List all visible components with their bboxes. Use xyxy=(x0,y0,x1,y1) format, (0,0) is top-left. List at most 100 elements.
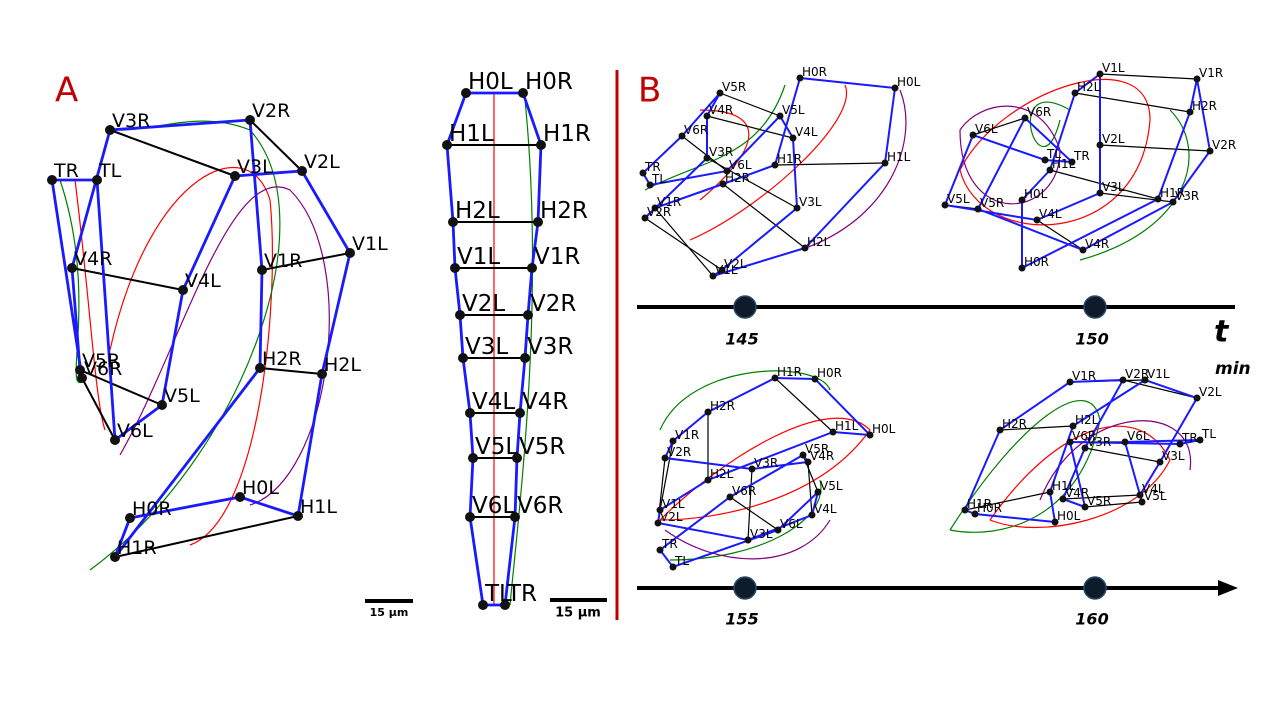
node xyxy=(808,511,816,519)
node xyxy=(941,201,949,209)
node xyxy=(656,506,664,514)
node-label: V3R xyxy=(709,145,733,159)
node-label: H0L xyxy=(897,75,921,89)
pair-link xyxy=(1084,447,1161,463)
node-label: H0R xyxy=(977,501,1002,515)
node xyxy=(639,169,647,177)
node-label: V3L xyxy=(1102,180,1125,194)
node-label: V4R xyxy=(74,248,112,270)
node xyxy=(793,204,801,212)
node xyxy=(654,519,662,527)
node-label: V5R xyxy=(82,350,120,372)
node-label: V5L xyxy=(947,192,970,206)
node-label: H1R xyxy=(117,537,157,559)
node xyxy=(465,512,475,522)
node-label: H2R xyxy=(725,171,750,185)
pair-link xyxy=(729,496,779,531)
scale-label: 15 µm xyxy=(555,606,601,621)
scale-label: 15 µm xyxy=(370,606,409,619)
node-label: V5R xyxy=(1087,494,1111,508)
node xyxy=(771,161,779,169)
node-label: V3L xyxy=(799,195,822,209)
node-label: V2R xyxy=(252,100,290,122)
node-label: H1L xyxy=(300,496,337,518)
node-label: H1R xyxy=(777,365,802,379)
time-label: 155 xyxy=(725,610,758,629)
node xyxy=(669,437,677,445)
node xyxy=(1018,264,1026,272)
node-label: V6L xyxy=(975,122,998,136)
node xyxy=(1141,376,1149,384)
node-label: V1L xyxy=(662,497,685,511)
pair-link xyxy=(706,115,794,139)
node xyxy=(996,426,1004,434)
node xyxy=(67,263,77,273)
node-label: V4R xyxy=(1085,237,1109,251)
node xyxy=(1119,376,1127,384)
node-label: V5L xyxy=(782,103,805,117)
node-label: V5L xyxy=(164,385,200,407)
node-label: V2R xyxy=(1212,138,1236,152)
node xyxy=(345,248,355,258)
node xyxy=(1136,491,1144,499)
node xyxy=(796,74,804,82)
node xyxy=(1069,422,1077,430)
pair-link xyxy=(1099,144,1211,152)
node xyxy=(811,375,819,383)
pair-link xyxy=(79,369,163,406)
node xyxy=(891,84,899,92)
node xyxy=(1156,458,1164,466)
node xyxy=(230,171,240,181)
pair-link xyxy=(807,461,813,516)
node xyxy=(651,204,659,212)
pair-link xyxy=(109,129,236,177)
node xyxy=(678,132,686,140)
node-label: H1L xyxy=(887,150,911,164)
node-label: V1R xyxy=(1072,369,1096,383)
trajectory-curves xyxy=(59,78,1192,606)
node xyxy=(723,167,731,175)
node xyxy=(961,506,969,514)
node xyxy=(500,600,510,610)
node xyxy=(523,310,533,320)
node-label: V2L xyxy=(1102,132,1125,146)
node-label: V6R xyxy=(684,123,708,137)
node-label: H1R xyxy=(777,152,802,166)
node xyxy=(455,310,465,320)
pair-link xyxy=(249,119,303,172)
node xyxy=(829,428,837,436)
outline xyxy=(943,71,1212,270)
node-label: V5R xyxy=(805,442,829,456)
panel-label: A xyxy=(55,71,78,111)
node xyxy=(1096,141,1104,149)
node xyxy=(669,563,677,571)
pair-link xyxy=(722,183,806,249)
node-label: V4R xyxy=(810,449,834,463)
node xyxy=(703,112,711,120)
node-label: V4L xyxy=(472,389,515,415)
node-label: V6R xyxy=(732,484,756,498)
node-label: TL xyxy=(98,160,122,182)
outline xyxy=(50,118,352,558)
node xyxy=(719,180,727,188)
node xyxy=(1018,196,1026,204)
node-label: V3L xyxy=(1162,449,1185,463)
node-label: V1L xyxy=(1102,61,1125,75)
pair-link xyxy=(654,207,714,277)
node xyxy=(178,285,188,295)
node-label: V2R xyxy=(647,205,671,219)
node-label: V3R xyxy=(1087,435,1111,449)
node-label: V6L xyxy=(729,158,752,172)
node-label: V1L xyxy=(715,263,738,277)
node-label: H0L xyxy=(468,69,513,95)
node xyxy=(47,175,57,185)
node-label: H0L xyxy=(1024,187,1048,201)
node-label: V6R xyxy=(1027,105,1051,119)
node xyxy=(1121,438,1129,446)
node xyxy=(804,458,812,466)
node-label: H2L xyxy=(455,198,500,224)
node xyxy=(461,88,471,98)
node-label: V2L xyxy=(304,151,340,173)
node-label: H2L xyxy=(1075,413,1099,427)
node xyxy=(442,140,452,150)
